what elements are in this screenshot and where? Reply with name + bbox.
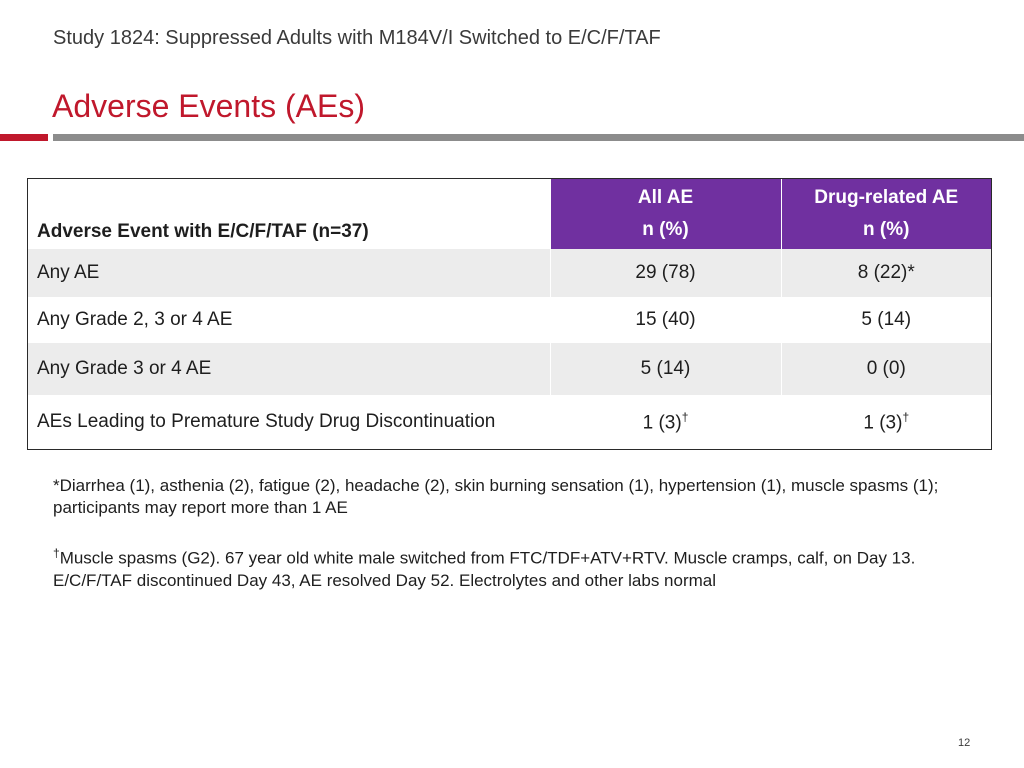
cell-drug-related: 0 (0) [780,343,991,395]
table-row: AEs Leading to Premature Study Drug Disc… [28,395,991,449]
column-header-all-ae-unit: n (%) [642,219,689,240]
cell-value: 1 (3) [642,412,682,434]
cell-value: 1 (3) [863,412,903,434]
column-header-all-ae-title: All AE [637,187,694,208]
slide-title: Adverse Events (AEs) [52,88,365,124]
dagger-mark: † [53,546,60,560]
cell-all-ae: 15 (40) [549,297,781,343]
divider-bar-gray [53,134,1024,141]
adverse-events-table: Adverse Event with E/C/F/TAF (n=37) All … [27,178,992,450]
footnote-dagger-text: Muscle spasms (G2). 67 year old white ma… [53,548,916,590]
column-header-all-ae: All AE n (%) [549,179,781,249]
row-header-label: Adverse Event with E/C/F/TAF (n=37) [28,179,550,249]
cell-all-ae: 29 (78) [549,249,781,297]
page-number: 12 [958,737,971,749]
row-label: Any Grade 3 or 4 AE [28,343,550,395]
row-label: AEs Leading to Premature Study Drug Disc… [28,395,550,449]
accent-bar-red [0,134,48,141]
footnote-dagger: †Muscle spasms (G2). 67 year old white m… [53,542,993,592]
table-row: Any AE 29 (78) 8 (22)* [28,249,991,297]
cell-drug-related: 1 (3)† [780,395,991,449]
cell-all-ae: 1 (3)† [549,395,781,449]
cell-all-ae: 5 (14) [549,343,781,395]
row-label: Any Grade 2, 3 or 4 AE [28,297,550,343]
cell-drug-related: 5 (14) [780,297,991,343]
row-label: Any AE [28,249,550,297]
dagger-mark: † [902,409,910,424]
column-header-drug-related-unit: n (%) [863,219,910,240]
footnote-asterisk: *Diarrhea (1), asthenia (2), fatigue (2)… [53,476,939,517]
column-header-drug-related-ae: Drug-related AE n (%) [780,179,991,249]
cell-drug-related: 8 (22)* [780,249,991,297]
dagger-mark: † [681,409,689,424]
slide-subtitle: Study 1824: Suppressed Adults with M184V… [53,27,661,49]
table-row: Any Grade 3 or 4 AE 5 (14) 0 (0) [28,343,991,395]
column-header-drug-related-title: Drug-related AE [814,187,959,208]
table-row: Any Grade 2, 3 or 4 AE 15 (40) 5 (14) [28,297,991,343]
